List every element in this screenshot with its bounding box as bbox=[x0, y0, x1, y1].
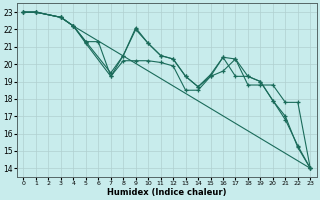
X-axis label: Humidex (Indice chaleur): Humidex (Indice chaleur) bbox=[107, 188, 227, 197]
